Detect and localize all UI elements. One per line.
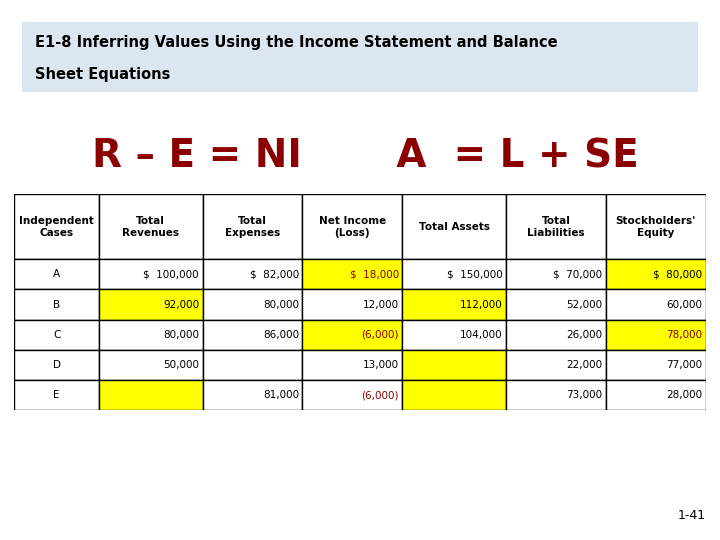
Polygon shape: [99, 259, 202, 289]
Text: 73,000: 73,000: [566, 390, 603, 400]
Polygon shape: [302, 320, 402, 350]
Polygon shape: [302, 259, 402, 289]
Polygon shape: [606, 194, 706, 259]
Text: R – E = NI       A  = L + SE: R – E = NI A = L + SE: [92, 138, 639, 176]
Text: 92,000: 92,000: [163, 300, 199, 309]
Polygon shape: [606, 289, 706, 320]
Text: E1-8 Inferring Values Using the Income Statement and Balance: E1-8 Inferring Values Using the Income S…: [35, 35, 558, 50]
Polygon shape: [402, 320, 506, 350]
Text: 50,000: 50,000: [163, 360, 199, 370]
Polygon shape: [302, 194, 402, 259]
Text: A: A: [53, 269, 60, 279]
Text: Total Assets: Total Assets: [418, 222, 490, 232]
Polygon shape: [606, 350, 706, 380]
Polygon shape: [202, 289, 302, 320]
Text: 60,000: 60,000: [666, 300, 702, 309]
Polygon shape: [202, 194, 302, 259]
Polygon shape: [14, 380, 99, 410]
Polygon shape: [99, 194, 202, 259]
Polygon shape: [14, 350, 99, 380]
Text: 86,000: 86,000: [263, 330, 299, 340]
Text: 22,000: 22,000: [566, 360, 603, 370]
Text: E: E: [53, 390, 60, 400]
Text: Independent
Cases: Independent Cases: [19, 216, 94, 238]
Text: $  150,000: $ 150,000: [446, 269, 503, 279]
Polygon shape: [99, 320, 202, 350]
Polygon shape: [402, 350, 506, 380]
Text: 78,000: 78,000: [666, 330, 702, 340]
Text: C: C: [53, 330, 60, 340]
Text: $  100,000: $ 100,000: [143, 269, 199, 279]
Polygon shape: [99, 289, 202, 320]
Polygon shape: [402, 194, 506, 259]
Polygon shape: [402, 380, 506, 410]
Polygon shape: [506, 289, 606, 320]
Text: Total
Liabilities: Total Liabilities: [527, 216, 585, 238]
Polygon shape: [402, 259, 506, 289]
Polygon shape: [506, 380, 606, 410]
Polygon shape: [14, 289, 99, 320]
Text: $  70,000: $ 70,000: [553, 269, 603, 279]
Text: Total
Expenses: Total Expenses: [225, 216, 280, 238]
Polygon shape: [302, 350, 402, 380]
Text: Stockholders'
Equity: Stockholders' Equity: [616, 216, 696, 238]
Text: B: B: [53, 300, 60, 309]
Text: 28,000: 28,000: [666, 390, 702, 400]
Text: 112,000: 112,000: [459, 300, 503, 309]
Text: 13,000: 13,000: [363, 360, 399, 370]
Polygon shape: [202, 320, 302, 350]
Text: 52,000: 52,000: [566, 300, 603, 309]
Text: D: D: [53, 360, 60, 370]
Text: Sheet Equations: Sheet Equations: [35, 67, 171, 82]
Text: 80,000: 80,000: [263, 300, 299, 309]
Polygon shape: [14, 194, 99, 259]
Text: $  80,000: $ 80,000: [653, 269, 702, 279]
Polygon shape: [606, 320, 706, 350]
Polygon shape: [606, 259, 706, 289]
Polygon shape: [506, 194, 606, 259]
Polygon shape: [506, 259, 606, 289]
Polygon shape: [506, 320, 606, 350]
Polygon shape: [506, 350, 606, 380]
Text: Total
Revenues: Total Revenues: [122, 216, 179, 238]
Polygon shape: [14, 259, 99, 289]
Polygon shape: [302, 380, 402, 410]
Polygon shape: [202, 350, 302, 380]
Polygon shape: [402, 289, 506, 320]
Polygon shape: [99, 350, 202, 380]
Text: (6,000): (6,000): [361, 330, 399, 340]
Polygon shape: [606, 380, 706, 410]
Text: 26,000: 26,000: [566, 330, 603, 340]
FancyBboxPatch shape: [0, 18, 720, 95]
Polygon shape: [202, 380, 302, 410]
Text: 1-41: 1-41: [678, 509, 706, 522]
Text: 80,000: 80,000: [163, 330, 199, 340]
Text: Net Income
(Loss): Net Income (Loss): [319, 216, 386, 238]
Text: 77,000: 77,000: [666, 360, 702, 370]
Text: 12,000: 12,000: [363, 300, 399, 309]
Polygon shape: [14, 320, 99, 350]
Polygon shape: [302, 289, 402, 320]
Text: 104,000: 104,000: [460, 330, 503, 340]
Text: 81,000: 81,000: [263, 390, 299, 400]
Text: (6,000): (6,000): [361, 390, 399, 400]
Polygon shape: [99, 380, 202, 410]
Text: $  18,000: $ 18,000: [349, 269, 399, 279]
Text: $  82,000: $ 82,000: [250, 269, 299, 279]
Polygon shape: [202, 259, 302, 289]
